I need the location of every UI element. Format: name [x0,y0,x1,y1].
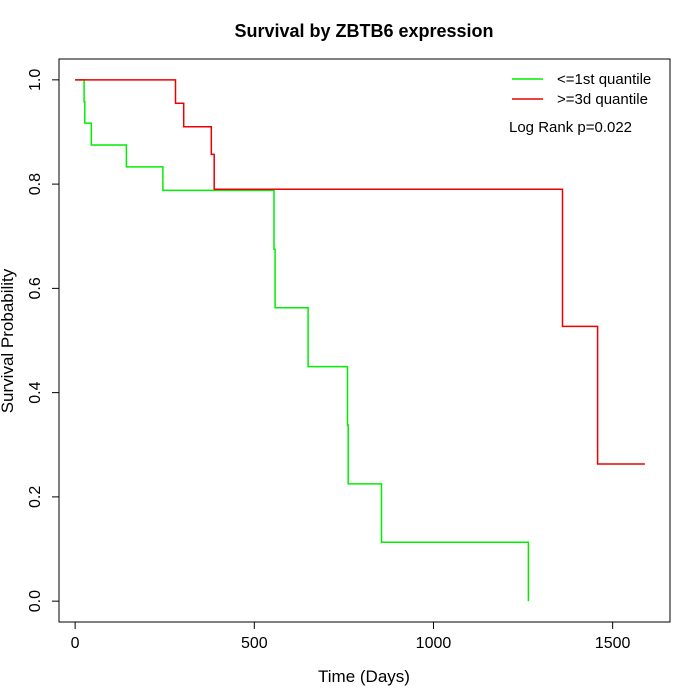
x-tick-label: 1500 [595,635,631,652]
legend-label: >=3d quantile [557,91,648,108]
y-tick-label: 0.6 [27,277,44,299]
legend-label: <=1st quantile [557,71,651,88]
y-tick-label: 0.0 [27,590,44,612]
plot-frame [58,58,671,623]
series-line-2 [75,79,645,465]
y-axis: 0.0 0.2 0.4 0.6 0.8 1.0 [27,69,60,612]
x-axis-label: Time (Days) [318,667,410,686]
x-axis: 0 500 1000 1500 [71,621,631,652]
legend: <=1st quantile >=3d quantile [512,71,651,108]
y-axis-label: Survival Probability [0,268,17,413]
y-tick-label: 0.8 [27,173,44,195]
series-line-1 [75,79,530,602]
x-tick-label: 500 [241,635,268,652]
x-tick-label: 0 [71,635,80,652]
y-tick-label: 1.0 [27,69,44,91]
x-tick-label: 1000 [416,635,452,652]
log-rank-annotation: Log Rank p=0.022 [509,119,632,136]
series-group [75,79,645,602]
y-tick-label: 0.4 [27,381,44,403]
y-tick-label: 0.2 [27,486,44,508]
chart-title: Survival by ZBTB6 expression [234,21,493,41]
